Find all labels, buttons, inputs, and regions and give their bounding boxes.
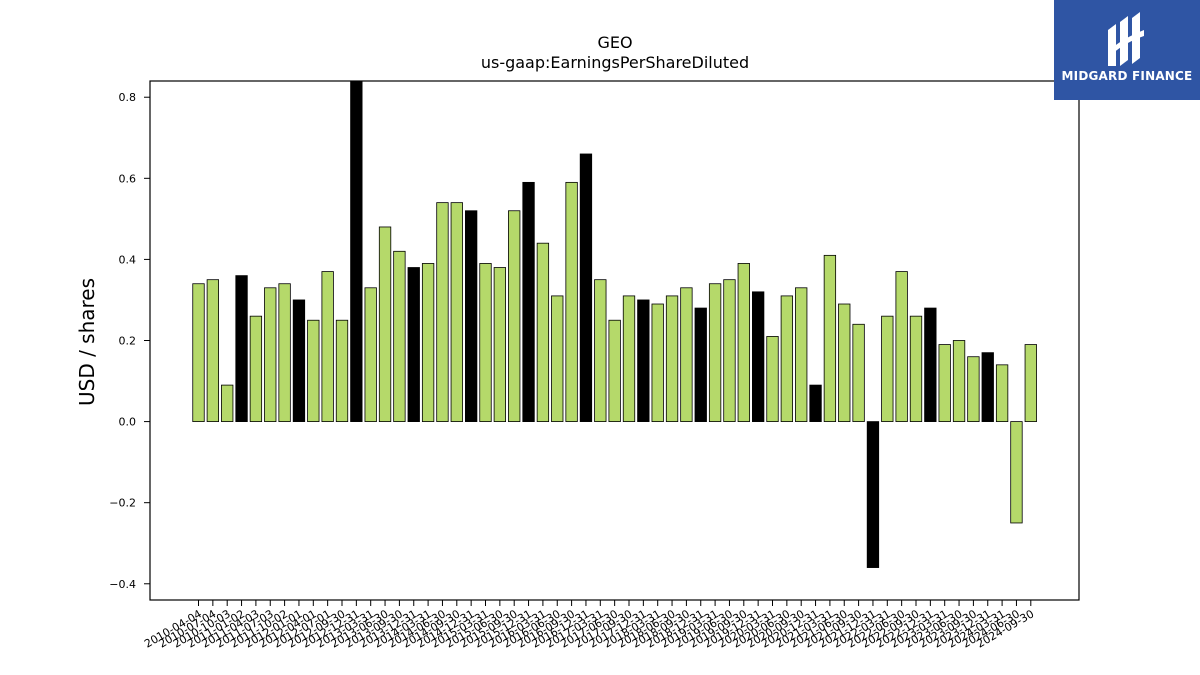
y-tick-label: 0.4 (119, 253, 137, 266)
bar-2019-09-30 (737, 263, 750, 422)
bar-2011-07-03 (264, 287, 277, 422)
bar-2011-04-03 (249, 315, 263, 422)
bar-2023-06-30 (952, 340, 966, 422)
chart-subtitle: us-gaap:EarningsPerShareDiluted (481, 53, 749, 72)
bar-2015-06-30 (493, 267, 507, 422)
bar-2018-09-30 (680, 287, 693, 422)
bar-2018-12-31 (694, 307, 707, 422)
chart-title: GEO (597, 33, 632, 52)
bar-2024-06-30 (1010, 421, 1023, 524)
bar-2019-12-31 (752, 291, 765, 422)
bar-2019-06-30 (723, 279, 736, 422)
bar-2022-03-31 (881, 315, 894, 422)
bar-2020-09-30 (795, 287, 808, 422)
bar-2017-06-30 (608, 319, 621, 423)
bar-2020-03-31 (766, 336, 779, 423)
midgard-logo-icon (1108, 12, 1144, 66)
bar-2017-09-30 (622, 295, 636, 422)
bar-2010-10-03 (221, 384, 234, 422)
bar-2010-07-04 (206, 279, 220, 422)
y-axis-ticks: −0.4 −0.2 0.0 0.2 0.4 0.6 0.8 (109, 91, 150, 591)
bar-2013-03-31 (364, 287, 377, 422)
bar-2014-12-31 (464, 210, 478, 422)
bar-2021-12-31 (866, 421, 880, 568)
bar-2019-03-31 (708, 283, 722, 422)
y-tick-label: 0.0 (119, 416, 137, 429)
bar-2024-09-30 (1024, 344, 1037, 422)
y-tick-label: 0.2 (119, 335, 137, 348)
bar-2024-03-31 (995, 364, 1009, 422)
bar-2012-12-31 (350, 80, 363, 422)
bar-2015-09-30 (508, 210, 521, 422)
bar-2014-09-30 (450, 202, 463, 422)
bar-2020-12-31 (809, 384, 822, 422)
bar-2011-10-02 (278, 283, 291, 422)
bar-2021-09-30 (852, 323, 865, 422)
y-tick-label: 0.6 (119, 172, 137, 185)
bar-2023-03-31 (938, 344, 951, 422)
bar-2020-06-30 (780, 295, 793, 422)
bar-2016-03-31 (536, 242, 550, 423)
bar-2016-09-30 (565, 181, 578, 422)
plot-frame (149, 80, 1080, 601)
bar-2022-09-30 (909, 315, 923, 422)
bar-2015-03-31 (479, 263, 492, 422)
midgard-finance-logo: MIDGARD FINANCE (1054, 0, 1200, 100)
bar-2010-04-04 (192, 283, 205, 422)
bar-2021-06-30 (838, 303, 851, 423)
bar-2023-12-31 (981, 352, 994, 422)
y-tick-label: −0.4 (109, 578, 136, 591)
bar-2016-06-30 (551, 295, 564, 422)
bar-2013-09-30 (393, 250, 406, 423)
bar-2022-12-31 (924, 307, 937, 422)
y-tick-label: 0.8 (119, 91, 137, 104)
bar-2012-07-01 (321, 271, 334, 422)
bar-2021-03-31 (823, 254, 837, 422)
y-axis-label: USD / shares (75, 278, 99, 406)
bar-2016-12-31 (579, 153, 593, 422)
y-tick-label: −0.2 (109, 497, 136, 510)
bar-2018-06-30 (665, 295, 679, 422)
bar-2022-06-30 (895, 271, 908, 422)
bar-2014-06-30 (436, 202, 449, 422)
bar-2012-01-01 (292, 299, 306, 422)
bar-2017-03-31 (594, 279, 607, 422)
logo-text: MIDGARD FINANCE (1061, 69, 1193, 83)
bar-2014-03-31 (421, 263, 435, 422)
bar-2012-04-01 (307, 319, 320, 423)
bar-2013-06-30 (378, 226, 392, 423)
bar-2013-12-31 (407, 267, 420, 422)
bar-group (192, 80, 1037, 568)
bar-2018-03-31 (651, 303, 664, 423)
bar-2012-09-30 (335, 319, 349, 423)
bar-2017-12-31 (637, 299, 650, 422)
bar-2023-09-30 (967, 356, 980, 422)
bar-2015-12-31 (522, 181, 535, 422)
x-axis-ticks: 2010-04-042010-07-042010-10-032011-01-02… (142, 600, 1036, 651)
bar-2011-01-02 (235, 275, 248, 423)
